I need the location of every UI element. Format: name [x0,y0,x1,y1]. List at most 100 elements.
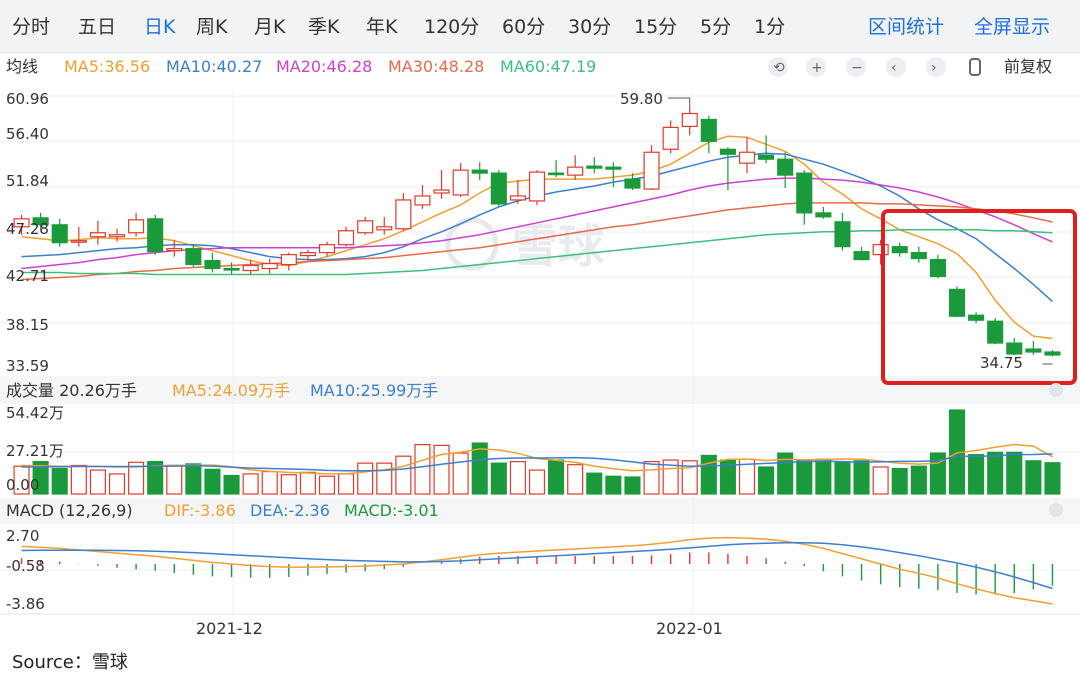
macd-dif-line [21,536,1053,605]
tab-11[interactable]: 15分 [634,16,678,38]
volume-bar [108,473,126,495]
candle-body [567,166,584,176]
candle-body [853,251,870,261]
chart-control-5-icon[interactable] [926,57,946,77]
candle-body [987,320,1004,344]
candle-body [395,199,412,230]
tab-4[interactable]: 周K [196,16,228,38]
volume-bar [452,452,469,495]
candle-body [681,112,698,128]
candle-body [719,148,736,155]
candle-body [223,267,240,271]
range-stats-link[interactable]: 区间统计 [868,16,945,38]
tab-7[interactable]: 年K [366,16,398,38]
tab-1[interactable]: 分时 [12,16,51,38]
price-y-tick: 33.59 [6,357,49,375]
candle-body [299,252,316,257]
volume-bar [681,460,698,495]
tab-3[interactable]: 日K [144,16,176,38]
macd-close-icon[interactable] [1049,503,1063,517]
tab-8[interactable]: 120分 [424,16,480,38]
chart-control-4-icon[interactable] [886,57,906,77]
tab-5[interactable]: 月K [254,16,286,38]
tab-13[interactable]: 1分 [754,16,786,38]
volume-bar [261,471,278,495]
candle-body [872,244,889,256]
chart-control-glyph: − [851,60,863,76]
candle-body [586,165,603,169]
candle-body [509,195,526,201]
volume-bar [567,464,584,495]
tab-2[interactable]: 五日 [78,16,117,38]
stock-chart: 雪球 均线 MA5:36.56 MA10:40.27 MA20:46.28 MA30:48… [0,57,1080,638]
volume-bar [13,465,30,495]
candle-body [1006,342,1023,355]
chart-control-3-icon[interactable] [846,57,866,77]
chart-control-1-icon[interactable] [768,57,788,77]
candle-body [32,217,49,226]
volume-bar [891,467,908,495]
candle-body [128,219,145,234]
watermark-logo [445,217,499,271]
volume-close-icon[interactable] [1049,383,1063,397]
fullscreen-link[interactable]: 全屏显示 [974,16,1051,38]
volume-bar [968,454,985,495]
candle-body [204,259,221,270]
x-tick-label: 2022-01 [656,619,723,638]
volume-bar [357,462,374,495]
macd-dea-line [21,541,1053,590]
volume-bar [32,460,49,495]
tab-12[interactable]: 5分 [700,16,732,38]
candle-body [471,169,488,174]
chart-control-2-icon[interactable] [806,57,826,77]
volume-bar [605,475,622,495]
price-y-tick: 47.28 [6,220,49,238]
volume-bar [700,454,717,495]
adjust-icon[interactable] [969,58,981,76]
tab-6[interactable]: 季K [308,16,340,38]
volume-bar [490,462,507,495]
volume-bar [796,459,813,495]
volume-bar [185,463,202,495]
volume-ma5-label: MA5:24.09万手 [172,381,290,400]
x-tick-label: 2021-12 [196,619,263,638]
price-y-tick: 60.96 [6,90,49,108]
candle-body [968,314,985,321]
high-price-label: 59.80 [620,90,663,108]
ma-legend-5: MA60:47.19 [500,57,596,76]
candle-body [490,172,507,205]
tab-10[interactable]: 30分 [568,16,612,38]
candle-body [796,172,813,214]
volume-bar [223,474,240,495]
volume-bar [280,474,297,495]
volume-bar [1044,462,1061,495]
macd-header-strip [0,498,1080,524]
volume-bar [528,469,546,495]
volume-bar [433,444,450,495]
macd-dea-label: DEA:-2.36 [250,501,330,520]
volume-bar [586,472,603,495]
adjust-label: 前复权 [1004,57,1052,76]
candle-body [834,221,851,248]
volume-bar [624,476,641,495]
volume-bar [643,460,660,495]
candle-body [738,151,756,164]
volume-y-tick: 27.21万 [6,442,64,460]
macd-value-label: MACD:-3.01 [344,501,439,520]
volume-bar [70,464,87,495]
candle-body [318,244,336,254]
tab-9[interactable]: 60分 [502,16,546,38]
volume-bar [834,460,851,495]
macd-y-tick: -3.86 [6,595,45,613]
volume-bar [166,464,183,495]
candle-body [280,254,297,266]
candle-body [948,288,966,317]
candle-body [548,172,565,176]
volume-bar [1025,460,1042,495]
volume-bar [548,459,565,495]
macd-y-tick: -0.58 [6,557,45,575]
volume-bar [128,461,145,495]
price-y-tick: 42.71 [6,267,49,285]
candle-body [261,262,278,270]
source-caption: Source：雪球 [12,652,128,673]
